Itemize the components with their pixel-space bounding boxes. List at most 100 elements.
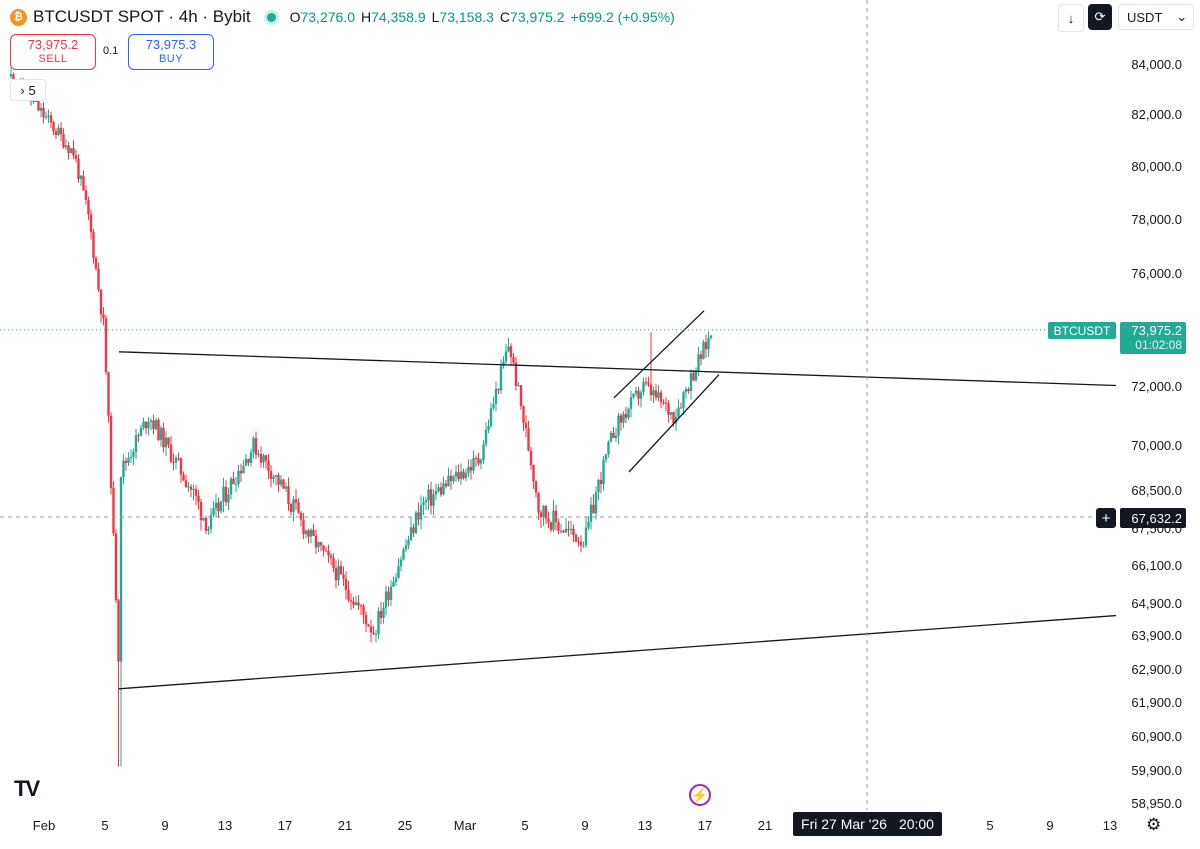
open-key: O xyxy=(289,9,301,25)
trend-line-channel-lower xyxy=(628,374,720,473)
candle-body xyxy=(582,545,585,547)
currency-select[interactable]: USDT ⌄ xyxy=(1118,4,1194,30)
candle-body xyxy=(499,366,503,391)
tradingview-logo[interactable]: TV xyxy=(14,776,40,801)
add-order-plus-icon[interactable]: + xyxy=(1096,508,1116,528)
price-tick-label: 82,000.0 xyxy=(1131,107,1182,122)
candle-body xyxy=(632,393,635,398)
candle-body xyxy=(592,504,595,514)
candle-body xyxy=(129,456,133,459)
candle-body xyxy=(139,427,143,436)
arrow-down-icon: ↓ xyxy=(1067,10,1075,26)
candle-body xyxy=(74,155,78,159)
candle-body xyxy=(302,519,305,535)
candle-body xyxy=(352,601,355,605)
candle-body xyxy=(237,470,240,485)
swap-button[interactable]: ⟳ xyxy=(1088,4,1112,30)
candle-body xyxy=(84,190,88,201)
candle-body xyxy=(399,559,403,567)
price-tick-label: 80,000.0 xyxy=(1131,159,1182,174)
trend-line-resistance xyxy=(118,351,1117,387)
candle-body xyxy=(179,458,183,475)
time-tick-label: 9 xyxy=(161,818,168,833)
time-tick-label: 25 xyxy=(398,818,412,833)
candle-body xyxy=(229,478,233,495)
candle-body xyxy=(387,591,390,601)
candle-body xyxy=(289,503,293,512)
candle-body xyxy=(62,134,65,148)
candle-body xyxy=(544,506,548,519)
price-tick-label: 64,900.0 xyxy=(1131,596,1182,611)
candle-body xyxy=(442,483,445,495)
candle-body xyxy=(487,426,490,430)
crosshair-date: Fri 27 Mar '26 xyxy=(801,816,887,832)
candle-body xyxy=(652,390,655,396)
candle-body xyxy=(637,390,640,399)
candle-body xyxy=(317,542,320,548)
price-tick-label: 68,500.0 xyxy=(1131,483,1182,498)
time-tick-label: 5 xyxy=(986,818,993,833)
candle-body xyxy=(552,510,555,530)
candle-body xyxy=(324,550,328,552)
candle-body xyxy=(522,405,525,423)
candle-body xyxy=(259,453,263,463)
candle-body xyxy=(594,492,598,514)
candle-body xyxy=(454,472,458,477)
candle-body xyxy=(322,545,325,551)
candle-body xyxy=(674,416,678,424)
settings-gear-icon[interactable]: ⚙ xyxy=(1146,815,1162,834)
candle-body xyxy=(617,415,620,436)
candle-body xyxy=(372,632,375,635)
candle-body xyxy=(367,624,370,627)
candle-body xyxy=(167,437,170,445)
time-axis: Feb 5 9 13 17 21 25 Mar 5 9 13 17 21 5 9 13 xyxy=(33,818,1117,833)
candle-body xyxy=(144,421,148,429)
last-price-tag: 73,975.2 01:02:08 xyxy=(1120,322,1186,354)
price-tick-label: 61,900.0 xyxy=(1131,695,1182,710)
candle-body xyxy=(97,268,100,290)
candle-body xyxy=(49,115,53,123)
candle-body xyxy=(252,438,255,453)
buy-button[interactable]: 73,975.3 BUY xyxy=(128,34,214,70)
candle-body xyxy=(402,549,405,560)
candle-body xyxy=(344,578,348,590)
symbol-title[interactable]: BTCUSDT SPOT · 4h · Bybit xyxy=(33,7,251,26)
close-value: 73,975.2 xyxy=(510,9,565,25)
candle-body xyxy=(319,542,323,546)
candle-body xyxy=(134,435,138,452)
candle-body xyxy=(464,472,468,479)
time-tick-label: 21 xyxy=(758,818,772,833)
price-tick-label: 58,950.0 xyxy=(1131,796,1182,811)
candle-body xyxy=(477,458,480,464)
candles-layer xyxy=(9,67,713,767)
sell-button[interactable]: 73,975.2 SELL xyxy=(10,34,96,70)
flash-icon[interactable]: ⚡ xyxy=(689,784,711,806)
candle-body xyxy=(564,528,568,533)
candle-body xyxy=(697,354,700,371)
candle-body xyxy=(589,504,593,522)
candle-body xyxy=(357,602,360,606)
candle-body xyxy=(169,444,173,462)
candle-body xyxy=(667,403,670,415)
candle-body xyxy=(622,414,625,423)
price-tick-label: 60,900.0 xyxy=(1131,729,1182,744)
candle-body xyxy=(574,534,578,542)
candle-body xyxy=(294,499,298,503)
arrow-down-button[interactable]: ↓ xyxy=(1058,4,1084,32)
price-tick-label: 70,000.0 xyxy=(1131,438,1182,453)
candle-body xyxy=(502,361,505,367)
candle-body xyxy=(542,506,545,518)
candle-body xyxy=(164,437,168,448)
time-tick-label: 17 xyxy=(698,818,712,833)
candle-body xyxy=(152,420,155,430)
candle-body xyxy=(147,422,150,429)
candle-body xyxy=(262,455,265,463)
candle-body xyxy=(689,373,693,392)
candle-body xyxy=(679,407,683,409)
candle-body xyxy=(312,529,315,536)
candle-body xyxy=(177,457,180,459)
indicators-toggle[interactable]: › 5 xyxy=(10,79,46,101)
candle-body xyxy=(452,476,455,482)
candle-body xyxy=(282,479,285,489)
